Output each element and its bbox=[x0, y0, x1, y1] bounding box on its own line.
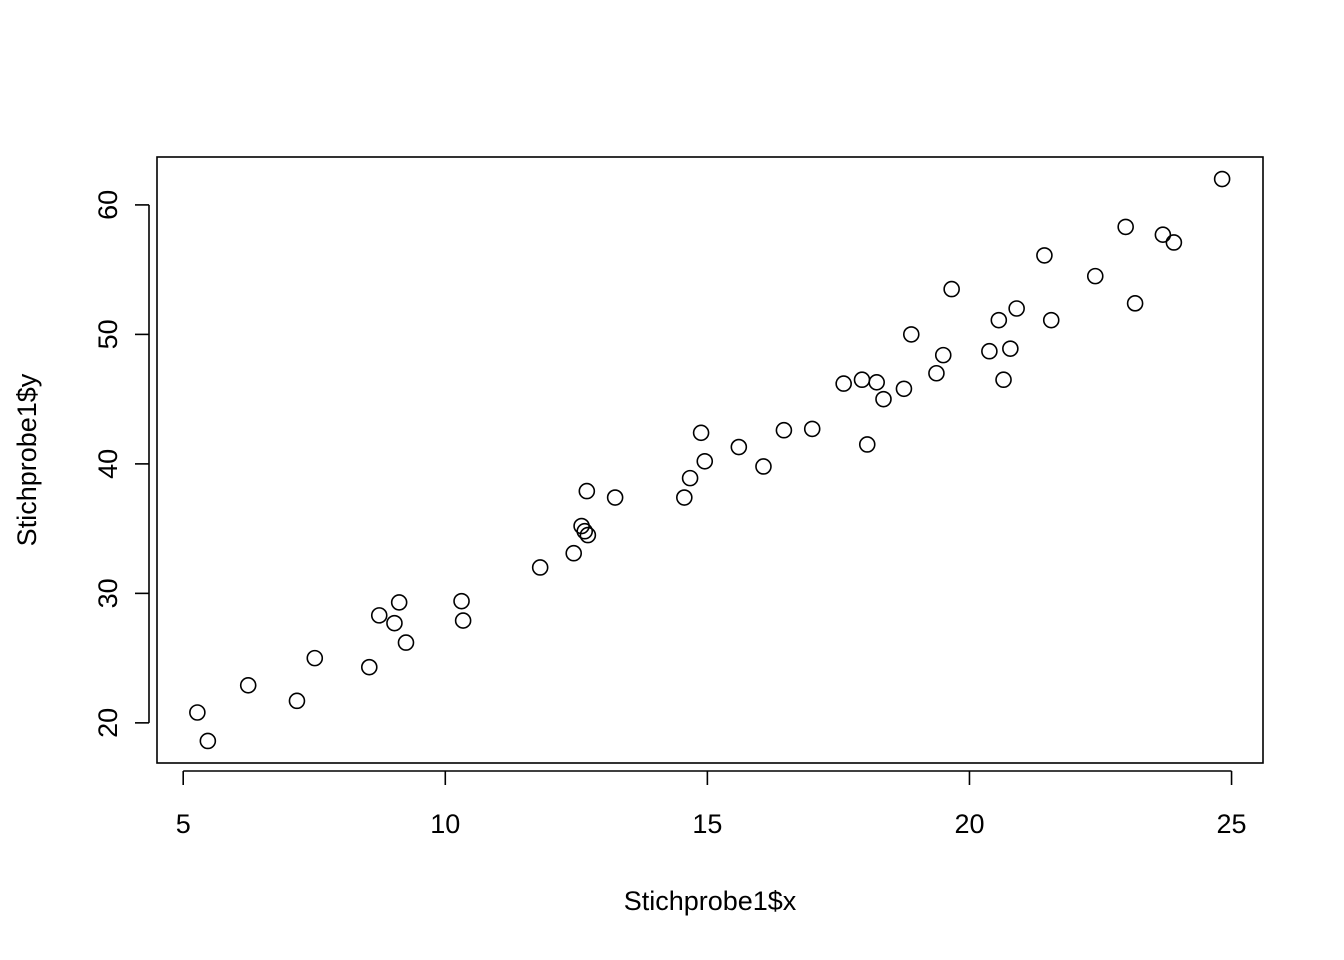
data-point bbox=[995, 371, 1012, 389]
data-point bbox=[755, 458, 772, 475]
data-point bbox=[189, 704, 206, 721]
plot-frame bbox=[156, 156, 1264, 764]
data-point bbox=[288, 692, 306, 710]
data-point bbox=[565, 544, 583, 562]
data-point bbox=[397, 634, 415, 651]
data-point bbox=[875, 390, 892, 408]
data-point bbox=[579, 526, 597, 544]
data-points bbox=[189, 170, 1231, 750]
data-point bbox=[730, 438, 748, 456]
data-point bbox=[1042, 311, 1060, 329]
data-point bbox=[306, 649, 324, 667]
x-tick-label: 20 bbox=[954, 809, 984, 839]
data-point bbox=[981, 342, 998, 360]
data-point bbox=[1008, 300, 1025, 317]
x-tick-label: 25 bbox=[1217, 809, 1247, 839]
data-point bbox=[928, 364, 945, 382]
data-point bbox=[895, 380, 913, 398]
data-point bbox=[199, 732, 217, 750]
y-axis-title: Stichprobe1$y bbox=[12, 373, 42, 546]
data-point bbox=[239, 677, 257, 694]
y-tick-label: 40 bbox=[93, 449, 123, 479]
data-point bbox=[1002, 340, 1019, 357]
x-axis: 5 10 15 20 25 bbox=[176, 770, 1247, 839]
x-tick-label: 15 bbox=[692, 809, 722, 839]
data-point bbox=[578, 482, 596, 500]
x-tick-label: 5 bbox=[176, 809, 191, 839]
data-point bbox=[1086, 267, 1104, 285]
data-point bbox=[692, 424, 710, 442]
data-point bbox=[868, 374, 885, 391]
data-point bbox=[858, 436, 876, 453]
data-point bbox=[934, 346, 952, 364]
data-point bbox=[360, 658, 378, 676]
data-point bbox=[370, 607, 388, 624]
data-point bbox=[676, 489, 693, 506]
data-point bbox=[902, 326, 920, 343]
data-point bbox=[606, 489, 624, 506]
data-point bbox=[390, 594, 408, 611]
x-axis-title: Stichprobe1$x bbox=[624, 886, 797, 916]
y-tick-label: 50 bbox=[93, 319, 123, 349]
data-point bbox=[531, 559, 549, 576]
data-point bbox=[696, 452, 714, 470]
data-point bbox=[1117, 218, 1134, 236]
data-point bbox=[1165, 234, 1183, 251]
data-point bbox=[386, 614, 403, 632]
data-point bbox=[775, 421, 793, 439]
y-tick-label: 20 bbox=[93, 708, 123, 738]
x-tick-label: 10 bbox=[430, 809, 460, 839]
data-point bbox=[1126, 295, 1144, 312]
y-axis: 20 30 40 50 60 bbox=[93, 190, 150, 738]
data-point bbox=[835, 375, 852, 392]
data-point bbox=[853, 371, 871, 389]
data-point bbox=[1154, 226, 1172, 243]
data-point bbox=[576, 522, 594, 540]
y-tick-label: 30 bbox=[93, 578, 123, 608]
data-point bbox=[943, 280, 960, 298]
data-point bbox=[454, 612, 472, 629]
data-point bbox=[681, 469, 699, 487]
data-point bbox=[1036, 247, 1053, 264]
data-point bbox=[990, 311, 1008, 329]
data-point bbox=[453, 592, 470, 610]
y-tick-label: 60 bbox=[93, 190, 123, 220]
data-point bbox=[803, 420, 821, 438]
data-point bbox=[1213, 170, 1231, 188]
